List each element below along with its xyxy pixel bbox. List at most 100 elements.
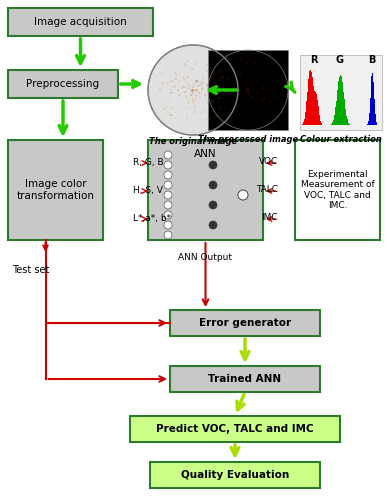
FancyBboxPatch shape — [306, 105, 307, 125]
Text: VOC: VOC — [259, 158, 278, 166]
FancyBboxPatch shape — [338, 84, 339, 125]
FancyBboxPatch shape — [308, 84, 309, 125]
FancyBboxPatch shape — [373, 87, 374, 125]
FancyBboxPatch shape — [340, 75, 341, 125]
FancyBboxPatch shape — [306, 101, 307, 125]
FancyBboxPatch shape — [331, 124, 332, 125]
FancyBboxPatch shape — [321, 124, 322, 125]
Text: Test set: Test set — [12, 265, 49, 275]
FancyBboxPatch shape — [170, 366, 320, 392]
FancyBboxPatch shape — [344, 103, 345, 125]
Text: R, G, B: R, G, B — [133, 158, 164, 166]
FancyBboxPatch shape — [313, 86, 314, 125]
FancyBboxPatch shape — [170, 310, 320, 336]
FancyBboxPatch shape — [334, 117, 335, 125]
Circle shape — [164, 211, 172, 219]
FancyBboxPatch shape — [372, 74, 373, 125]
FancyBboxPatch shape — [341, 78, 342, 125]
FancyBboxPatch shape — [318, 110, 319, 125]
FancyBboxPatch shape — [369, 116, 370, 125]
FancyBboxPatch shape — [374, 110, 375, 125]
FancyBboxPatch shape — [315, 94, 316, 125]
FancyBboxPatch shape — [311, 71, 312, 125]
FancyBboxPatch shape — [332, 122, 334, 125]
FancyBboxPatch shape — [208, 50, 288, 130]
FancyBboxPatch shape — [348, 123, 349, 125]
FancyBboxPatch shape — [302, 124, 303, 125]
Circle shape — [164, 191, 172, 199]
FancyBboxPatch shape — [314, 91, 315, 125]
FancyBboxPatch shape — [369, 113, 370, 125]
Circle shape — [164, 231, 172, 239]
FancyBboxPatch shape — [300, 55, 382, 130]
FancyBboxPatch shape — [345, 114, 346, 125]
FancyBboxPatch shape — [308, 80, 309, 125]
FancyBboxPatch shape — [8, 70, 118, 98]
FancyBboxPatch shape — [313, 90, 315, 125]
Text: B: B — [368, 55, 376, 65]
FancyBboxPatch shape — [371, 86, 372, 125]
Text: H, S, V: H, S, V — [133, 186, 163, 194]
FancyBboxPatch shape — [373, 82, 374, 125]
FancyBboxPatch shape — [372, 77, 373, 125]
FancyBboxPatch shape — [338, 86, 339, 125]
FancyBboxPatch shape — [303, 122, 305, 125]
Text: IMC: IMC — [261, 214, 278, 222]
FancyBboxPatch shape — [344, 106, 345, 125]
FancyBboxPatch shape — [309, 73, 310, 125]
FancyBboxPatch shape — [150, 462, 320, 488]
FancyBboxPatch shape — [304, 120, 305, 125]
Text: Image color
transformation: Image color transformation — [17, 179, 95, 201]
FancyBboxPatch shape — [344, 100, 345, 125]
FancyBboxPatch shape — [316, 96, 317, 125]
Text: The processed image: The processed image — [198, 136, 298, 144]
FancyBboxPatch shape — [319, 115, 320, 125]
FancyBboxPatch shape — [335, 110, 336, 125]
FancyBboxPatch shape — [368, 122, 369, 125]
Circle shape — [164, 221, 172, 229]
FancyBboxPatch shape — [337, 94, 338, 125]
FancyBboxPatch shape — [339, 76, 340, 125]
FancyBboxPatch shape — [304, 119, 305, 125]
FancyBboxPatch shape — [347, 122, 348, 125]
FancyBboxPatch shape — [302, 124, 303, 125]
FancyBboxPatch shape — [303, 122, 304, 125]
FancyBboxPatch shape — [309, 76, 310, 125]
Text: Image acquisition: Image acquisition — [34, 17, 127, 27]
FancyBboxPatch shape — [337, 90, 338, 125]
Circle shape — [148, 45, 238, 135]
FancyBboxPatch shape — [319, 118, 320, 125]
FancyBboxPatch shape — [349, 124, 350, 125]
FancyBboxPatch shape — [317, 103, 318, 125]
Circle shape — [238, 190, 248, 200]
FancyBboxPatch shape — [374, 104, 375, 125]
FancyBboxPatch shape — [342, 86, 343, 125]
FancyBboxPatch shape — [312, 83, 313, 125]
FancyBboxPatch shape — [312, 80, 313, 125]
FancyBboxPatch shape — [339, 78, 340, 125]
Text: G: G — [336, 55, 344, 65]
FancyBboxPatch shape — [130, 416, 340, 442]
FancyBboxPatch shape — [314, 92, 315, 125]
Circle shape — [209, 201, 217, 209]
FancyBboxPatch shape — [321, 124, 322, 125]
Circle shape — [164, 151, 172, 159]
FancyBboxPatch shape — [311, 72, 312, 125]
Text: ANN Output: ANN Output — [178, 254, 232, 262]
Text: Error generator: Error generator — [199, 318, 291, 328]
FancyBboxPatch shape — [342, 89, 344, 125]
FancyBboxPatch shape — [347, 120, 348, 125]
FancyBboxPatch shape — [332, 124, 333, 125]
FancyBboxPatch shape — [303, 124, 304, 125]
FancyBboxPatch shape — [295, 140, 380, 240]
FancyBboxPatch shape — [332, 123, 333, 125]
FancyBboxPatch shape — [320, 122, 321, 125]
FancyBboxPatch shape — [331, 124, 332, 125]
FancyBboxPatch shape — [312, 78, 313, 125]
FancyBboxPatch shape — [343, 96, 344, 125]
FancyBboxPatch shape — [315, 93, 316, 125]
FancyBboxPatch shape — [374, 99, 375, 125]
FancyBboxPatch shape — [346, 118, 347, 125]
Text: ANN: ANN — [194, 149, 217, 159]
Text: L*,a*, b*: L*,a*, b* — [133, 214, 171, 222]
